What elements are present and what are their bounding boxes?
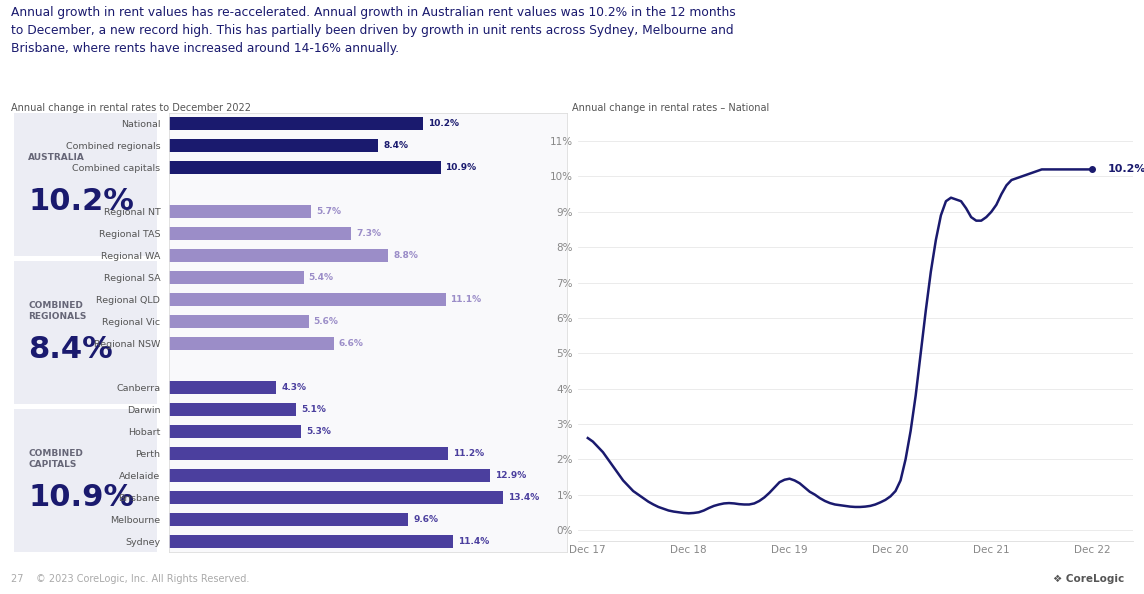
Text: 11.1%: 11.1%: [451, 295, 482, 304]
Bar: [169, 425, 301, 438]
Bar: [169, 447, 448, 460]
Bar: [169, 337, 334, 350]
Bar: [169, 293, 445, 307]
Text: Annual change in rental rates – National: Annual change in rental rates – National: [572, 103, 769, 113]
Text: 12.9%: 12.9%: [495, 471, 526, 480]
Text: 7.3%: 7.3%: [356, 229, 381, 238]
Bar: [169, 315, 309, 328]
Bar: [169, 227, 351, 241]
Text: 10.2%: 10.2%: [428, 119, 459, 128]
Text: 10.2%: 10.2%: [1107, 165, 1144, 175]
Text: 13.4%: 13.4%: [508, 493, 539, 502]
Text: 5.7%: 5.7%: [316, 207, 341, 216]
Bar: [169, 249, 388, 263]
Text: 5.4%: 5.4%: [309, 273, 334, 282]
Bar: [169, 403, 296, 416]
Bar: [169, 535, 453, 548]
Text: 11.4%: 11.4%: [458, 537, 490, 546]
Text: 10.9%: 10.9%: [27, 484, 134, 513]
Bar: [169, 161, 440, 175]
Text: 9.6%: 9.6%: [413, 515, 438, 524]
Bar: [169, 469, 491, 482]
Bar: [169, 491, 502, 504]
Text: 8.4%: 8.4%: [383, 141, 408, 150]
Text: 5.3%: 5.3%: [307, 427, 331, 436]
Bar: [169, 513, 408, 526]
Text: ❖ CoreLogic: ❖ CoreLogic: [1054, 574, 1125, 584]
Text: Annual growth in rent values has re-accelerated. Annual growth in Australian ren: Annual growth in rent values has re-acce…: [11, 6, 737, 55]
Text: 6.6%: 6.6%: [339, 339, 364, 348]
Text: 5.1%: 5.1%: [301, 405, 326, 414]
Text: 10.9%: 10.9%: [445, 163, 477, 172]
Text: 10.2%: 10.2%: [27, 187, 134, 216]
Text: 4.3%: 4.3%: [281, 383, 307, 392]
Text: COMBINED
REGIONALS: COMBINED REGIONALS: [27, 301, 87, 321]
Bar: [169, 205, 311, 219]
Bar: [169, 139, 379, 153]
Bar: [169, 271, 303, 285]
Text: Annual change in rental rates to December 2022: Annual change in rental rates to Decembe…: [11, 103, 252, 113]
Bar: [169, 117, 423, 131]
Text: 27    © 2023 CoreLogic, Inc. All Rights Reserved.: 27 © 2023 CoreLogic, Inc. All Rights Res…: [11, 574, 249, 584]
Text: 5.6%: 5.6%: [313, 317, 339, 326]
Text: 11.2%: 11.2%: [453, 449, 484, 458]
Text: 8.4%: 8.4%: [27, 336, 113, 364]
Text: 8.8%: 8.8%: [394, 251, 418, 260]
Bar: [169, 381, 277, 394]
Text: AUSTRALIA: AUSTRALIA: [27, 153, 85, 162]
Text: COMBINED
CAPITALS: COMBINED CAPITALS: [27, 449, 82, 469]
